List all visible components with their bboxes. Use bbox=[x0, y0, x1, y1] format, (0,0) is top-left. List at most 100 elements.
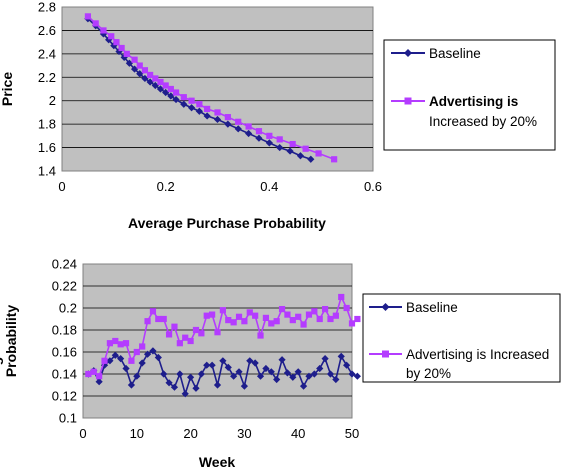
chart-2-series bbox=[84, 293, 361, 398]
y-tick-label: 1.6 bbox=[38, 140, 56, 155]
data-point-baseline bbox=[321, 355, 329, 363]
data-point-baseline bbox=[265, 139, 273, 147]
data-point-baseline bbox=[149, 347, 157, 355]
data-point-advertising bbox=[133, 348, 140, 356]
data-point-baseline bbox=[106, 357, 114, 365]
data-point-baseline bbox=[181, 390, 189, 398]
data-point-baseline bbox=[240, 382, 248, 390]
data-point-baseline bbox=[256, 372, 265, 380]
chart-2-legend-marker-advertising bbox=[382, 350, 389, 358]
data-point-advertising bbox=[266, 132, 273, 139]
data-point-baseline bbox=[138, 359, 146, 367]
data-point-advertising bbox=[122, 340, 130, 347]
data-point-advertising bbox=[118, 44, 125, 52]
data-point-advertising bbox=[187, 337, 194, 345]
data-point-advertising bbox=[85, 370, 92, 378]
data-point-baseline bbox=[316, 364, 324, 373]
data-point-advertising bbox=[278, 306, 286, 313]
x-tick-label: 20 bbox=[183, 426, 197, 441]
data-point-baseline bbox=[203, 361, 211, 369]
data-point-advertising bbox=[332, 312, 339, 319]
data-point-baseline bbox=[219, 357, 227, 365]
y-tick-label: 0.16 bbox=[52, 345, 77, 360]
data-point-advertising bbox=[316, 315, 323, 323]
data-point-baseline bbox=[187, 373, 195, 381]
x-tick-label: 0.4 bbox=[260, 179, 278, 194]
data-point-advertising bbox=[289, 317, 296, 324]
data-point-advertising bbox=[219, 307, 226, 314]
data-point-baseline bbox=[133, 372, 141, 380]
data-point-advertising bbox=[262, 314, 270, 321]
data-point-baseline bbox=[143, 350, 152, 358]
data-point-baseline bbox=[286, 147, 294, 155]
data-point-advertising bbox=[106, 340, 113, 347]
data-point-baseline bbox=[136, 70, 144, 78]
data-point-advertising bbox=[289, 140, 296, 148]
data-point-advertising bbox=[348, 320, 356, 327]
data-point-advertising bbox=[131, 56, 138, 63]
data-point-advertising bbox=[157, 78, 164, 86]
data-point-baseline bbox=[130, 65, 139, 73]
data-point-baseline bbox=[160, 370, 168, 378]
x-tick-label: 40 bbox=[291, 426, 305, 441]
data-point-advertising bbox=[235, 313, 243, 320]
data-point-baseline bbox=[262, 364, 270, 373]
data-point-advertising bbox=[327, 315, 334, 323]
x-tick-label: 30 bbox=[237, 426, 251, 441]
data-point-baseline bbox=[307, 155, 315, 163]
y-tick-label: 0.2 bbox=[59, 301, 77, 316]
data-point-advertising bbox=[139, 343, 146, 350]
data-point-baseline bbox=[120, 53, 128, 61]
y-tick-label: 0.24 bbox=[52, 257, 77, 272]
data-point-advertising bbox=[230, 319, 237, 326]
y-tick-label: 2.8 bbox=[38, 0, 56, 15]
data-point-advertising bbox=[136, 62, 143, 69]
data-point-advertising bbox=[305, 311, 313, 318]
data-point-baseline bbox=[167, 92, 175, 100]
chart-1-y-axis-title: Price bbox=[0, 72, 15, 106]
chart-2-y-ticks: 0.1 0.12 0.14 0.16 0.18 0.2 0.22 0.24 bbox=[52, 257, 77, 426]
data-point-advertising bbox=[92, 20, 99, 27]
data-point-advertising bbox=[176, 340, 183, 347]
data-point-advertising bbox=[235, 118, 242, 125]
data-point-advertising bbox=[188, 97, 195, 104]
data-point-advertising bbox=[255, 128, 263, 135]
data-point-advertising bbox=[149, 308, 157, 315]
data-point-advertising bbox=[302, 145, 309, 152]
data-point-baseline bbox=[235, 368, 243, 376]
chart-1-plot-area bbox=[61, 6, 374, 172]
data-point-baseline bbox=[180, 100, 188, 108]
data-point-baseline bbox=[170, 383, 179, 391]
chart-2-y-axis-title: Average Purchase Probability bbox=[0, 278, 19, 404]
data-point-advertising bbox=[214, 329, 221, 336]
data-point-advertising bbox=[245, 123, 252, 130]
data-point-baseline bbox=[208, 361, 216, 369]
data-point-baseline bbox=[156, 85, 165, 93]
chart-1-legend-label-baseline: Baseline bbox=[429, 46, 481, 61]
x-tick-label: 0 bbox=[79, 426, 86, 441]
data-point-baseline bbox=[162, 88, 170, 97]
chart-1-y-ticks: 1.4 1.6 1.8 2 2.2 2.4 2.6 2.8 bbox=[38, 0, 56, 179]
chart-1-legend-label-advertising: Advertising is Increased by 20% bbox=[429, 94, 537, 129]
data-point-advertising bbox=[252, 312, 259, 319]
chart-1-x-axis-title: Average Purchase Probability bbox=[128, 215, 326, 231]
data-point-baseline bbox=[289, 373, 297, 381]
data-point-baseline bbox=[151, 81, 159, 90]
data-point-baseline bbox=[283, 369, 292, 377]
data-point-advertising bbox=[322, 306, 329, 313]
data-point-baseline bbox=[296, 152, 305, 160]
data-point-advertising bbox=[90, 368, 97, 375]
data-point-advertising bbox=[198, 330, 205, 337]
data-point-advertising bbox=[331, 156, 338, 163]
data-point-baseline bbox=[192, 384, 200, 392]
data-point-advertising bbox=[141, 67, 149, 74]
chart-2-legend-marker-baseline bbox=[381, 303, 390, 311]
data-point-advertising bbox=[295, 313, 302, 320]
data-point-baseline bbox=[154, 353, 162, 362]
chart-2-x-axis-title: Week bbox=[199, 454, 236, 470]
chart-1: 1.4 1.6 1.8 2 2.2 2.4 2.6 2.8 0 0.2 0.4 0.6 Averag… bbox=[0, 0, 556, 231]
y-tick-label: 0.18 bbox=[52, 323, 77, 338]
data-point-advertising bbox=[246, 309, 253, 316]
data-point-advertising bbox=[117, 341, 124, 348]
